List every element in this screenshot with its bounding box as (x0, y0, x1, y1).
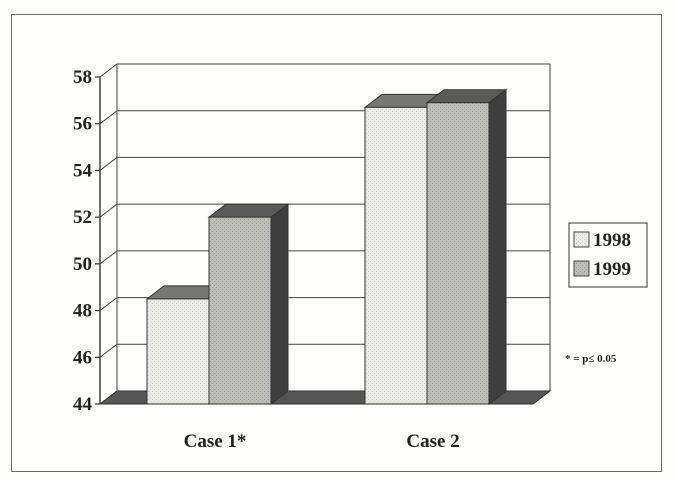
bar-case2-1999 (425, 88, 508, 406)
y-tick-label: 48 (73, 301, 92, 322)
chart-frame: 44 46 48 50 52 54 56 58 Case 1* Case 2 1998 1999… (11, 14, 662, 472)
bar-case1-1999 (207, 203, 290, 406)
y-tick-label: 58 (73, 67, 92, 88)
y-tick-label: 50 (73, 254, 92, 275)
legend-label-1999: 1999 (593, 259, 631, 280)
gridline (99, 63, 550, 78)
y-tick-label: 52 (73, 207, 92, 228)
legend: 1998 1999 (568, 222, 648, 288)
x-category-label: Case 1* (184, 431, 247, 452)
y-tick-label: 54 (73, 160, 93, 181)
legend-swatch-1998 (573, 231, 590, 248)
x-category-label: Case 2 (406, 431, 459, 452)
x-axis: Case 1* Case 2 (184, 431, 460, 452)
y-tick-label: 46 (73, 347, 92, 368)
legend-swatch-1999 (573, 260, 590, 277)
y-tick-label: 44 (73, 394, 93, 415)
bar-chart: 44 46 48 50 52 54 56 58 Case 1* Case 2 1998 1999… (73, 63, 648, 452)
bars (145, 88, 508, 406)
back-wall (116, 64, 551, 391)
y-tick-label: 56 (73, 114, 92, 135)
significance-note: * = p≤ 0.05 (565, 353, 617, 365)
y-axis: 44 46 48 50 52 54 56 58 (73, 67, 100, 415)
legend-label-1998: 1998 (593, 230, 631, 251)
